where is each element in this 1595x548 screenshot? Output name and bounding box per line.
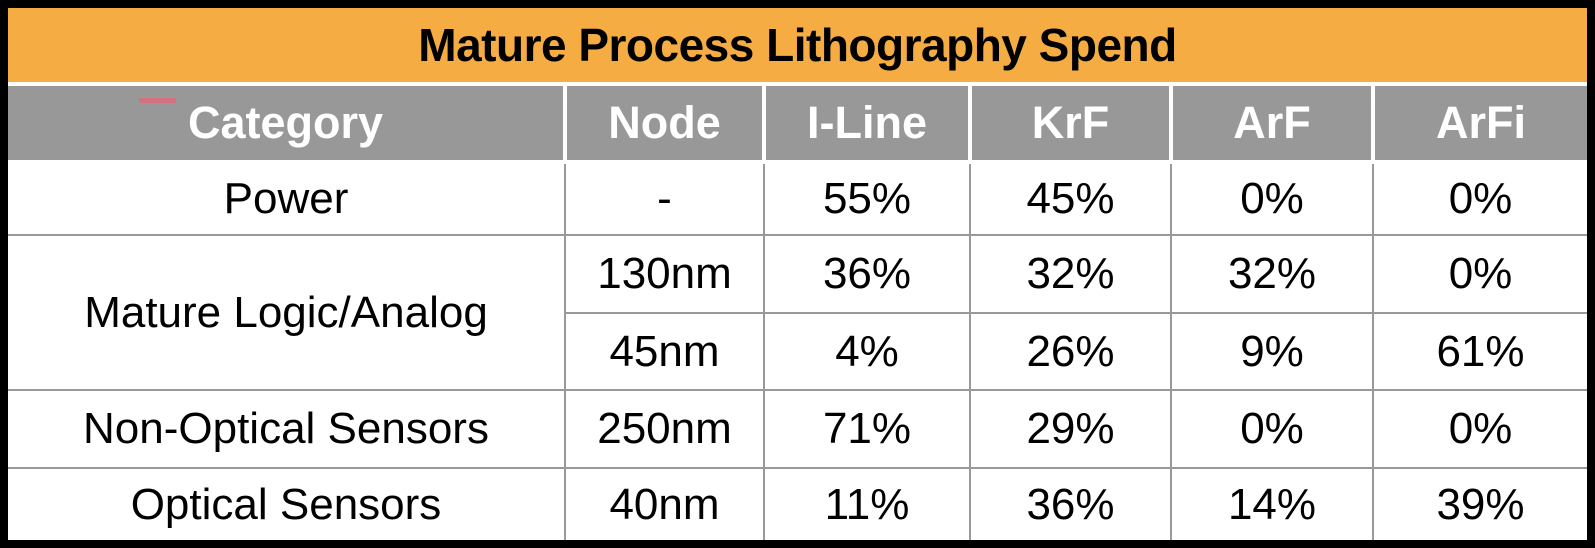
cell-arfi-45nm: 61% [1372,312,1587,391]
cell-arf-250nm: 0% [1170,389,1374,469]
cell-krf-40nm: 36% [969,467,1172,540]
cell-arf-40nm: 14% [1170,467,1374,540]
cell-arf-130nm: 32% [1170,234,1374,314]
cell-node-250nm: 250nm [564,389,765,469]
column-header-category: Category [8,86,565,164]
cell-iline-250nm: 71% [763,389,971,469]
cell-node-40nm: 40nm [564,467,765,540]
lithography-spend-table: Category Node I-Line KrF ArF ArFi Power … [8,86,1587,540]
column-header-arf: ArF [1169,86,1373,164]
table-row-power: Power - 55% 45% 0% 0% [8,162,1587,236]
table-header: Category Node I-Line KrF ArF ArFi [8,86,1587,164]
cell-arfi-130nm: 0% [1372,234,1587,314]
column-header-node: Node [563,86,764,164]
cell-arf-45nm: 9% [1170,312,1374,391]
header-row: Category Node I-Line KrF ArF ArFi [8,86,1587,164]
cell-node-power: - [564,162,765,236]
cell-arfi-40nm: 39% [1372,467,1587,540]
cell-category-non-optical-sensors: Non-Optical Sensors [8,389,566,469]
cell-arf-power: 0% [1170,162,1374,236]
cell-krf-250nm: 29% [969,389,1172,469]
table-row-optical-sensors: Optical Sensors 40nm 11% 36% 14% 39% [8,467,1587,540]
cell-node-45nm: 45nm [565,312,765,391]
cell-iline-130nm: 36% [763,234,971,314]
table-body: Power - 55% 45% 0% 0% Mature Logic/Analo… [8,162,1587,540]
column-header-arfi: ArFi [1371,86,1587,164]
column-header-iline: I-Line [762,86,970,164]
cell-krf-power: 45% [969,162,1172,236]
cell-iline-45nm: 4% [763,312,971,391]
pink-dash-annotation-icon [139,98,176,103]
table-title: Mature Process Lithography Spend [418,19,1177,71]
cell-category-power: Power [8,162,566,236]
title-bar: Mature Process Lithography Spend [8,8,1587,82]
cell-iline-40nm: 11% [763,467,971,540]
cell-node-130nm: 130nm [564,234,765,314]
table-row-non-optical-sensors: Non-Optical Sensors 250nm 71% 29% 0% 0% [8,389,1587,469]
cell-arfi-250nm: 0% [1372,389,1587,469]
table-row-mature-logic-45nm: 45nm 4% 26% 9% 61% [8,312,1587,391]
table-row-mature-logic-130nm: Mature Logic/Analog 130nm 36% 32% 32% 0% [8,234,1587,391]
cell-category-optical-sensors: Optical Sensors [8,467,566,540]
title-divider [8,82,1587,86]
cell-iline-power: 55% [763,162,971,236]
cell-arfi-power: 0% [1372,162,1587,236]
column-header-krf: KrF [968,86,1171,164]
cell-krf-45nm: 26% [969,312,1172,391]
table-inner: Mature Process Lithography Spend Categor… [8,8,1587,540]
cell-krf-130nm: 32% [969,234,1172,314]
cell-category-mature-logic-analog: Mature Logic/Analog [8,234,566,391]
